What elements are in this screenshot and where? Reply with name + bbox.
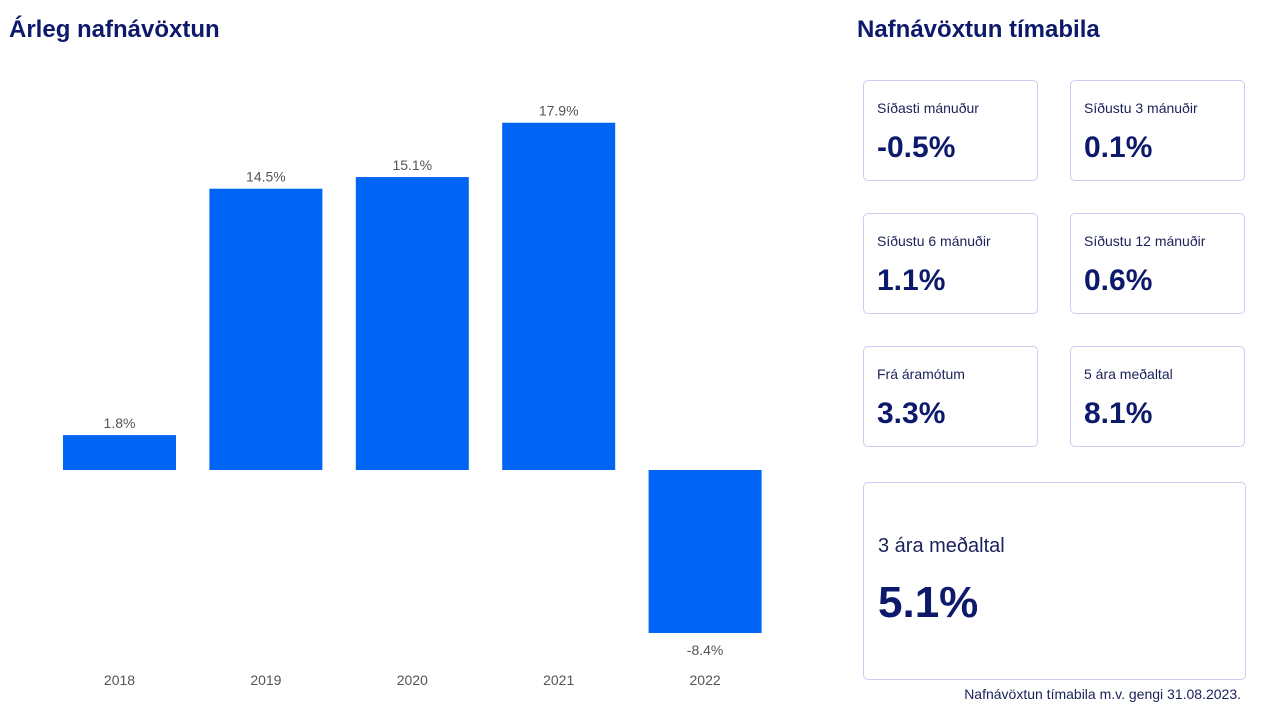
x-tick-2022: 2022 — [690, 672, 721, 688]
data-label-2021: 17.9% — [539, 103, 579, 119]
period-card-value: 0.1% — [1084, 131, 1153, 164]
period-card-ytd: Frá áramótum 3.3% — [863, 346, 1038, 447]
x-tick-2018: 2018 — [104, 672, 135, 688]
period-card-label: Frá áramótum — [877, 366, 965, 382]
period-card-5yr-avg: 5 ára meðaltal 8.1% — [1070, 346, 1245, 447]
chart-title: Árleg nafnávöxtun — [9, 16, 220, 43]
x-tick-2021: 2021 — [543, 672, 574, 688]
period-card-value: -0.5% — [877, 131, 956, 164]
periods-title: Nafnávöxtun tímabila — [857, 16, 1100, 43]
period-card-label: Síðustu 12 mánuðir — [1084, 233, 1206, 249]
period-card-last-6-months: Síðustu 6 mánuðir 1.1% — [863, 213, 1038, 314]
period-card-value: 8.1% — [1084, 397, 1153, 430]
data-label-2022: -8.4% — [687, 642, 724, 658]
period-card-last-12-months: Síðustu 12 mánuðir 0.6% — [1070, 213, 1245, 314]
period-card-label: Síðasti mánuður — [877, 100, 979, 116]
footnote: Nafnávöxtun tímabila m.v. gengi 31.08.20… — [964, 686, 1241, 702]
period-card-label: Síðustu 6 mánuðir — [877, 233, 991, 249]
period-card-last-3-months: Síðustu 3 mánuðir 0.1% — [1070, 80, 1245, 181]
bar-chart: 1.8% 2018 14.5% 2019 15.1% 2020 17.9% 2021 -8.4%… — [63, 103, 762, 688]
bar-2020 — [355, 177, 469, 470]
period-card-label: 5 ára meðaltal — [1084, 366, 1173, 382]
bar-2018 — [63, 435, 176, 470]
bar-2021 — [502, 122, 616, 471]
period-card-3yr-avg: 3 ára meðaltal 5.1% — [863, 482, 1246, 680]
highlight-card-value: 5.1% — [878, 578, 979, 627]
data-label-2019: 14.5% — [246, 169, 286, 185]
data-label-2020: 15.1% — [392, 157, 432, 173]
x-tick-2019: 2019 — [250, 672, 281, 688]
period-card-value: 3.3% — [877, 397, 946, 430]
period-card-value: 0.6% — [1084, 264, 1153, 297]
bar-2019 — [209, 188, 323, 470]
period-card-value: 1.1% — [877, 264, 946, 297]
data-label-2018: 1.8% — [104, 415, 136, 431]
x-tick-2020: 2020 — [397, 672, 428, 688]
period-card-label: Síðustu 3 mánuðir — [1084, 100, 1198, 116]
period-card-last-month: Síðasti mánuður -0.5% — [863, 80, 1038, 181]
highlight-card-label: 3 ára meðaltal — [878, 535, 1005, 557]
bar-2022 — [648, 470, 762, 633]
